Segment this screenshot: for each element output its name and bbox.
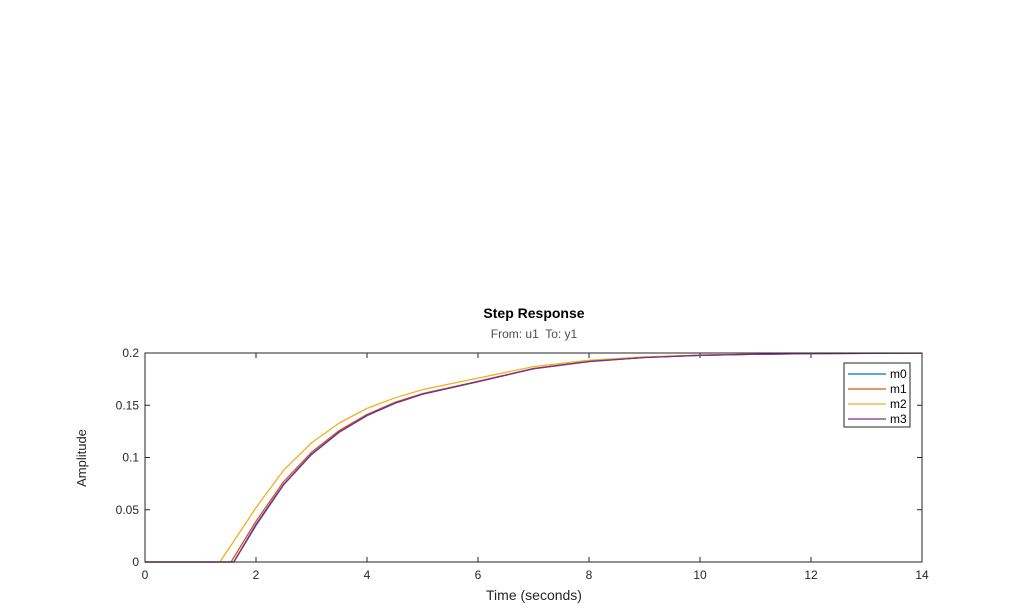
x-tick-label: 10: [693, 568, 707, 582]
legend-label-m1: m1: [890, 382, 907, 396]
chart-title: Step Response: [483, 305, 584, 321]
x-tick-label: 2: [253, 568, 260, 582]
series-line-m1: [145, 352, 923, 563]
x-tick-label: 0: [142, 568, 149, 582]
legend-label-m2: m2: [890, 397, 907, 411]
tick-layer: 0 2 4 6 8 10 12 14 0 0.05 0.1 0.15 0.2: [116, 346, 929, 582]
y-tick-label: 0.05: [116, 503, 140, 517]
series-layer: [145, 352, 923, 563]
y-tick-label: 0.1: [122, 451, 139, 465]
x-tick-label: 6: [475, 568, 482, 582]
series-line-m0: [145, 352, 923, 563]
axes-box: [144, 352, 923, 563]
x-tick-label: 14: [915, 568, 929, 582]
chart-subtitle: From: u1 To: y1: [491, 327, 578, 341]
y-tick-label: 0.2: [122, 346, 139, 360]
x-axis-label: Time (seconds): [486, 587, 582, 603]
y-axis-label: Amplitude: [74, 429, 89, 487]
legend-label-m0: m0: [890, 367, 907, 381]
series-line-m2: [145, 352, 923, 563]
series-line-m3: [145, 352, 923, 563]
y-tick-label: 0: [132, 555, 139, 569]
legend-label-m3: m3: [890, 412, 907, 426]
x-tick-label: 8: [586, 568, 593, 582]
x-tick-label: 4: [364, 568, 371, 582]
y-tick-label: 0.15: [116, 398, 140, 412]
x-tick-label: 12: [804, 568, 818, 582]
